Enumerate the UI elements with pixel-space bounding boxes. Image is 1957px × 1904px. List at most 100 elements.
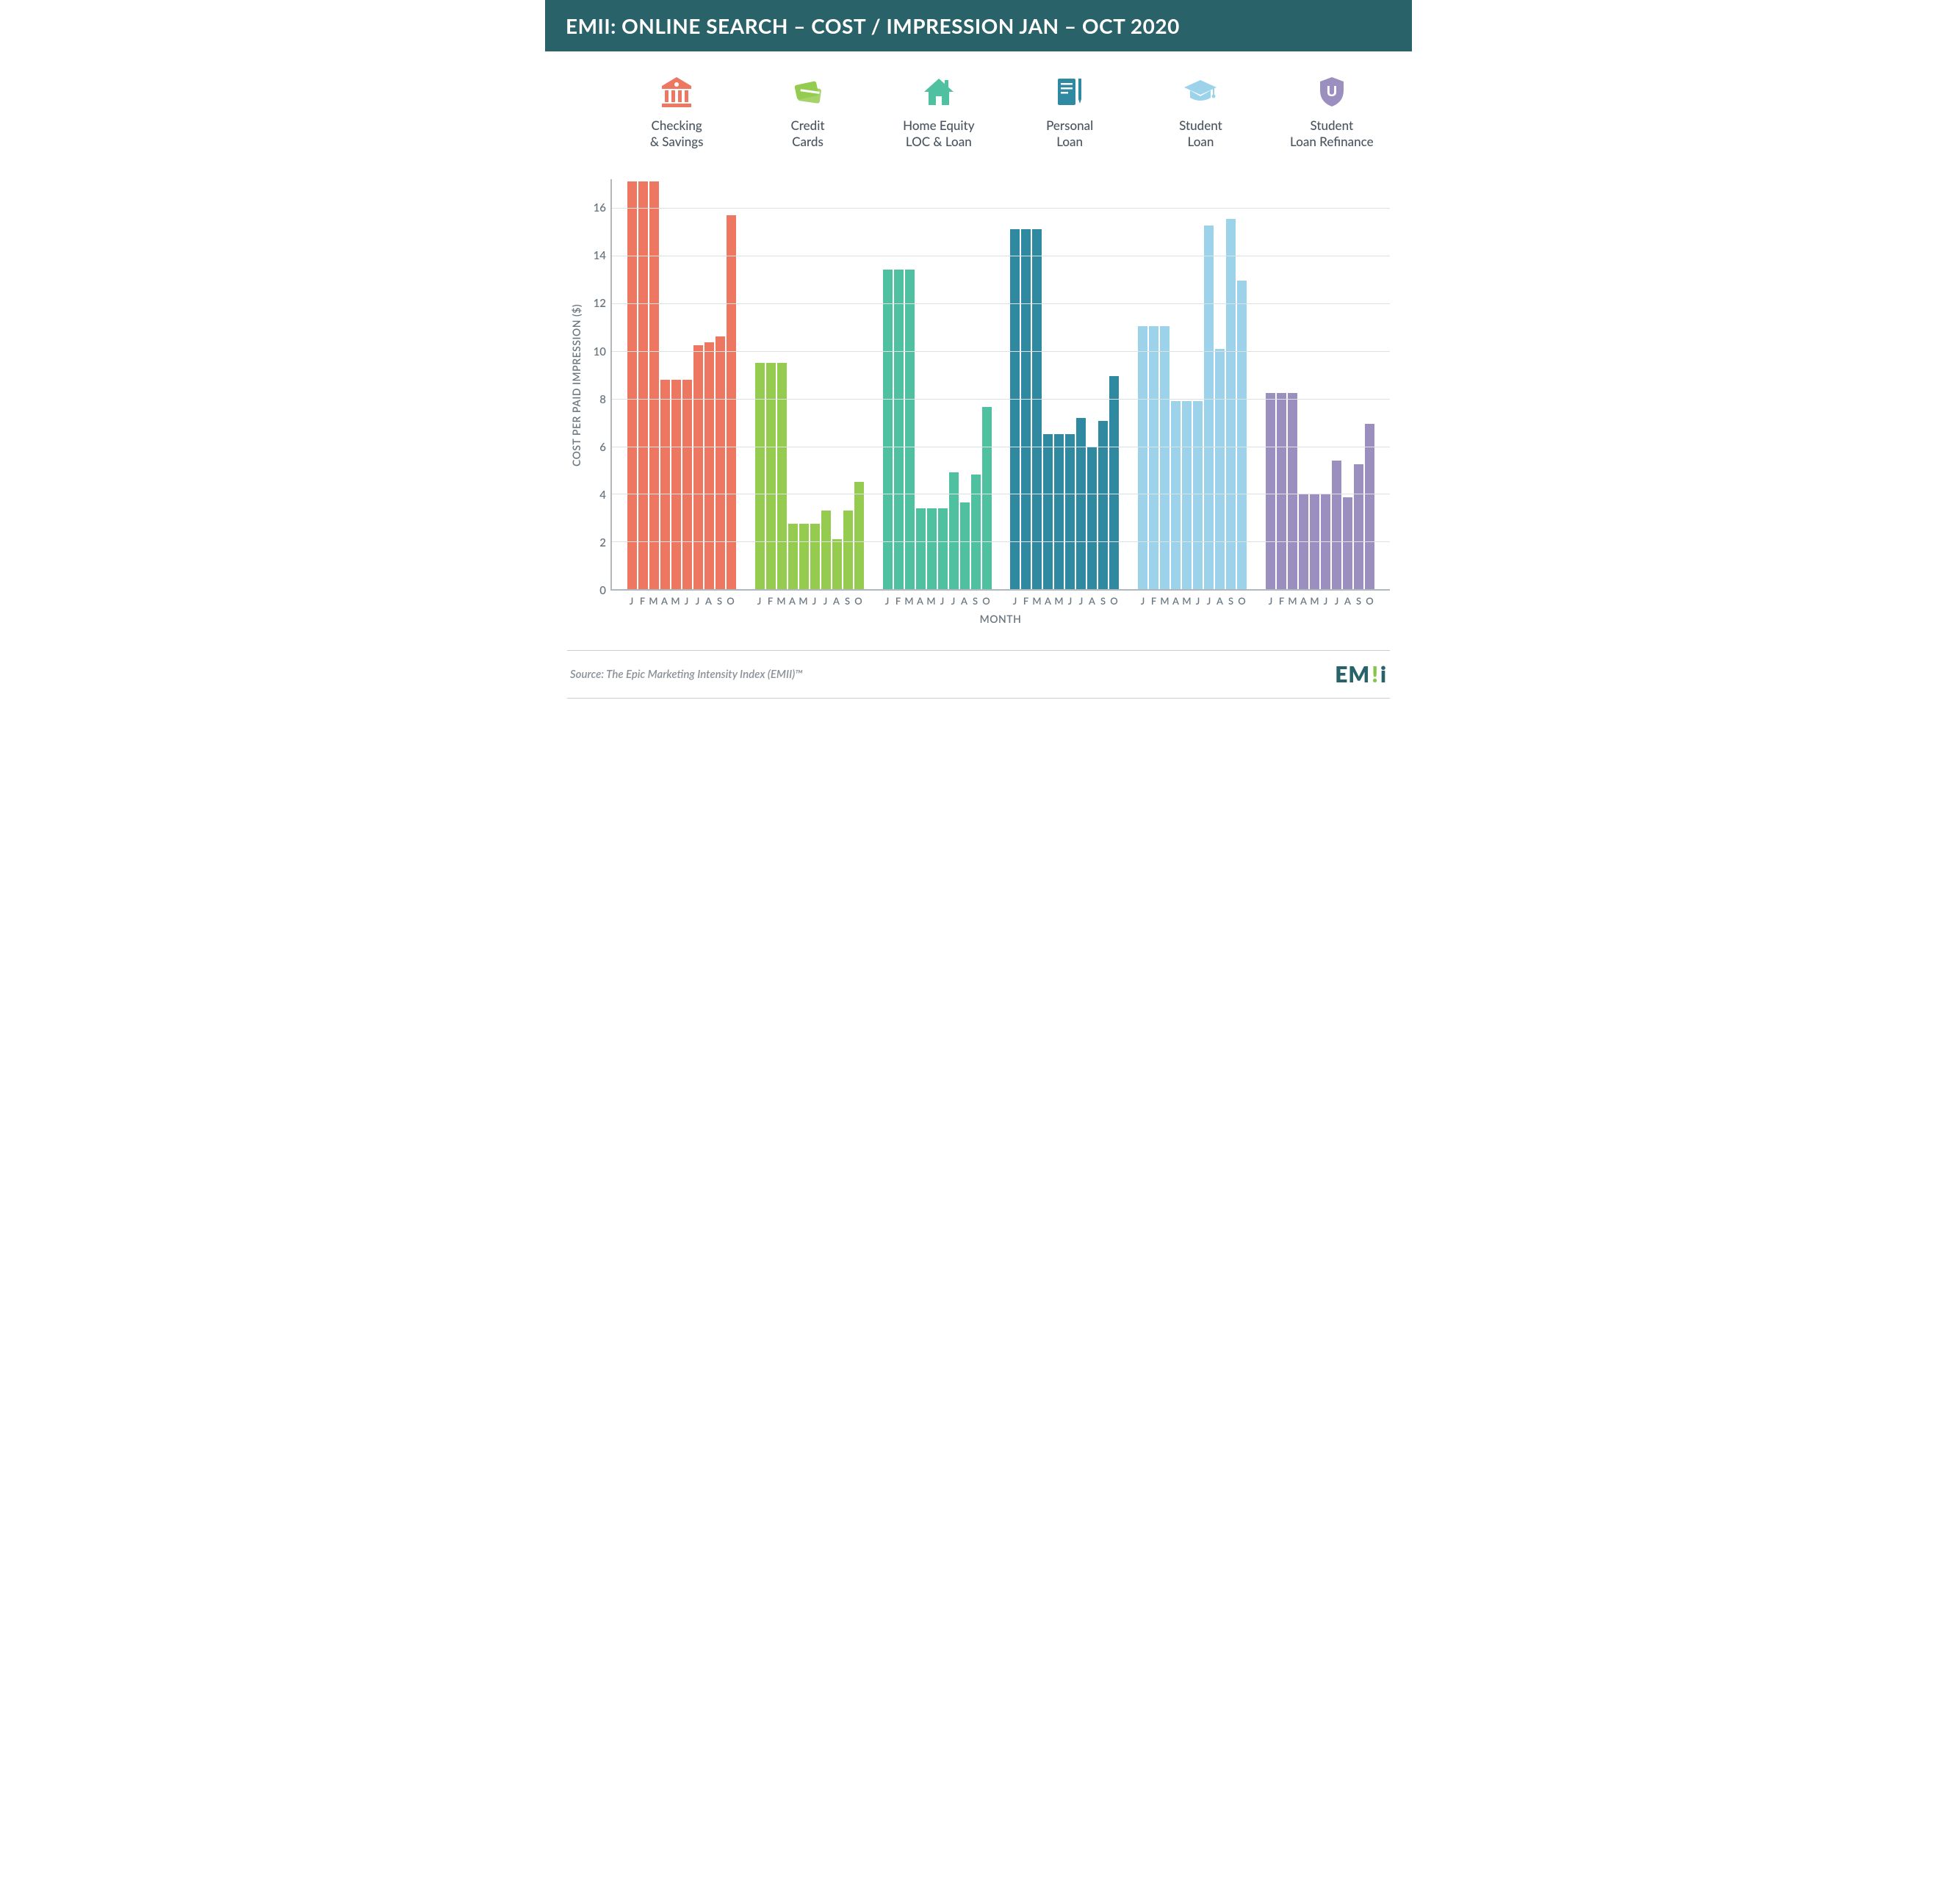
x-tick: J [693,595,702,607]
x-tick-group: JFMAMJJASO [1138,595,1247,607]
bar-group [1138,179,1247,589]
bar [927,508,937,589]
logo-main: EM [1335,661,1370,688]
bar [638,181,648,589]
x-tick: J [1138,595,1147,607]
gridline [612,303,1390,304]
bar [682,380,692,589]
bar [1182,401,1192,589]
bar-group [1266,179,1374,589]
cards-icon [789,73,826,110]
bar [810,524,820,589]
bar [755,363,765,589]
x-tick: M [904,595,914,607]
bar [1171,401,1181,589]
y-axis-ticks: 1614121086420 [585,179,610,591]
bar-group [883,179,992,589]
legend-label: Credit Cards [790,118,824,150]
bar [843,511,853,589]
x-tick: S [970,595,980,607]
house-icon [920,73,957,110]
x-tick: J [1204,595,1214,607]
logo-suffix: i [1380,661,1387,688]
y-tick: 12 [594,297,606,310]
bar [671,380,681,589]
x-tick: J [682,595,691,607]
bar [971,475,981,589]
legend-label: Personal Loan [1046,118,1093,150]
legend-label: Student Loan [1179,118,1222,150]
x-tick: S [1226,595,1236,607]
x-tick: M [671,595,680,607]
x-tick: O [1237,595,1247,607]
bar [1332,461,1341,589]
x-tick-group: JFMAMJJASO [882,595,991,607]
x-tick: M [926,595,936,607]
y-tick: 0 [599,584,606,597]
bar [727,215,736,589]
bar [1010,229,1020,589]
bar [1054,434,1064,589]
chart-area: COST PER PAID IMPRESSION ($) 16141210864… [545,165,1412,632]
bar [982,407,992,589]
x-tick: A [1215,595,1225,607]
bar [660,380,670,589]
bar [1109,376,1119,589]
x-tick: J [810,595,819,607]
x-tick: O [854,595,863,607]
x-tick: J [1321,595,1330,607]
bar [1288,393,1297,590]
legend-item: UStudent Loan Refinance [1266,73,1397,150]
legend-item: Personal Loan [1004,73,1135,150]
x-tick: A [1043,595,1053,607]
bar [1065,434,1075,589]
source-text: Source: The Epic Marketing Intensity Ind… [570,668,803,681]
y-tick: 8 [599,393,606,406]
legend-item: Home Equity LOC & Loan [873,73,1004,150]
gridline [612,208,1390,209]
x-tick: F [1021,595,1031,607]
bar [1021,229,1031,589]
legend-label: Home Equity LOC & Loan [903,118,974,150]
x-tick: J [1010,595,1020,607]
bar [1076,418,1086,590]
x-tick: M [1160,595,1169,607]
x-tick: M [1310,595,1319,607]
bar [1204,226,1214,589]
x-tick: O [726,595,735,607]
bar [1149,326,1158,589]
x-tick: A [959,595,969,607]
bar [960,502,970,589]
x-tick: F [893,595,903,607]
legend-row: Checking & Savings Credit Cards Home Equit… [545,51,1412,165]
y-tick: 16 [594,201,606,214]
x-tick: M [1288,595,1297,607]
x-tick: J [1332,595,1341,607]
bar [766,363,776,589]
x-tick: J [937,595,947,607]
x-tick-group: JFMAMJJASO [1266,595,1374,607]
x-tick: J [1266,595,1275,607]
x-tick: M [649,595,658,607]
x-tick: J [1076,595,1086,607]
bar [1193,401,1203,589]
x-tick: A [1343,595,1352,607]
gridline [612,399,1390,400]
legend-label: Checking & Savings [650,118,704,150]
bar [799,524,809,589]
bar-group [1010,179,1119,589]
x-tick: A [704,595,713,607]
bar [704,342,714,589]
bar [1138,326,1147,589]
svg-text:U: U [1327,84,1337,100]
bar [1226,219,1236,589]
x-tick: A [832,595,841,607]
infographic-container: EMII: ONLINE SEARCH – COST / IMPRESSION … [545,0,1412,699]
shield-icon: U [1313,73,1350,110]
gridline [612,351,1390,352]
bar [1266,393,1275,590]
x-tick: F [1149,595,1158,607]
bar [716,336,725,589]
bar [788,524,798,589]
x-tick: J [627,595,636,607]
